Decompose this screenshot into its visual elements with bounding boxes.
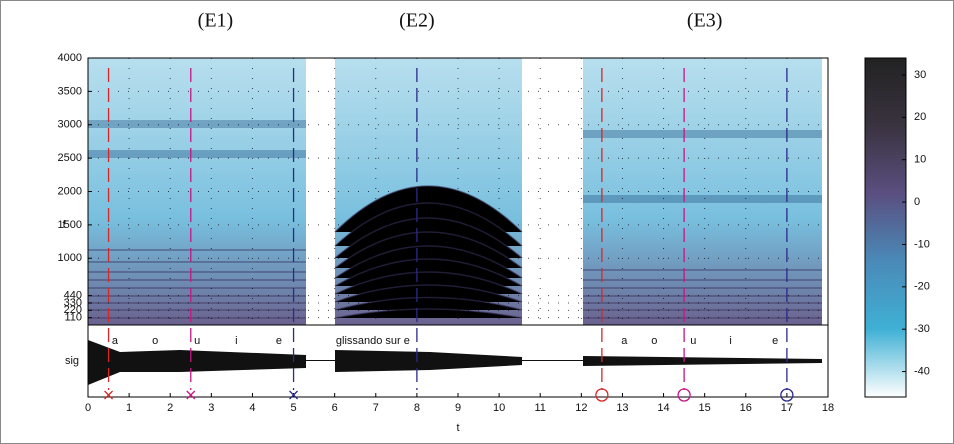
annotation: u <box>194 335 200 347</box>
x-tick-label: 13 <box>616 402 628 414</box>
colorbar <box>864 57 907 398</box>
signal-label: sig <box>65 355 79 367</box>
event-marker <box>595 388 609 402</box>
y-tick-label: 2000 <box>58 185 82 197</box>
x-tick-label: 5 <box>290 402 296 414</box>
spectrogram-texture <box>88 58 822 325</box>
x-tick-label: 18 <box>822 402 834 414</box>
x-tick-label: 11 <box>535 402 546 414</box>
signal-waveform <box>88 340 822 385</box>
y-tick-label: 440 <box>64 290 82 302</box>
colorbar-tick-label: -30 <box>914 323 930 335</box>
annotation: o <box>651 335 657 347</box>
x-tick-label: 3 <box>208 402 214 414</box>
colorbar-tick-label: 20 <box>914 111 926 123</box>
x-tick-label: 0 <box>85 402 91 414</box>
section-title: (E2) <box>399 10 435 32</box>
y-tick-label: 110 <box>64 312 82 324</box>
annotation: glissando sur e <box>336 335 410 347</box>
event-marker <box>186 390 196 400</box>
x-tick-label: 17 <box>781 402 793 414</box>
x-tick-label: 2 <box>167 402 173 414</box>
annotation: o <box>152 335 158 347</box>
colorbar-tick-label: 10 <box>914 154 926 166</box>
y-tick-label: 1500 <box>58 219 82 231</box>
x-tick-label: 15 <box>699 402 711 414</box>
y-tick-label: 2500 <box>58 152 82 164</box>
x-tick-label: 14 <box>657 402 669 414</box>
x-tick-label: 8 <box>414 402 420 414</box>
y-tick-label: 1000 <box>58 252 82 264</box>
section-title: (E3) <box>687 10 723 32</box>
event-marker <box>780 388 794 402</box>
annotation: a <box>112 335 119 347</box>
colorbar-tick-label: -40 <box>914 365 930 377</box>
y-tick-label: 330 <box>64 297 82 309</box>
annotation: i <box>235 335 237 347</box>
annotation: u <box>690 335 696 347</box>
y-axis-label: f <box>62 219 66 231</box>
x-tick-label: 6 <box>332 402 338 414</box>
annotation: e <box>772 335 778 347</box>
x-tick-label: 10 <box>493 402 505 414</box>
event-marker <box>104 390 114 400</box>
y-tick-label: 3500 <box>58 85 82 97</box>
x-tick-label: 1 <box>126 402 132 414</box>
x-tick-label: 4 <box>249 402 255 414</box>
y-tick-label: 3000 <box>58 119 82 131</box>
colorbar-tick-label: 30 <box>914 69 926 81</box>
x-tick-label: 7 <box>373 402 379 414</box>
event-marker <box>677 388 691 402</box>
y-tick-label: 220 <box>64 304 82 316</box>
x-tick-label: 9 <box>455 402 461 414</box>
annotation: i <box>729 335 731 347</box>
annotation: e <box>276 335 282 347</box>
y-tick-label: 4000 <box>58 52 82 64</box>
x-tick-label: 16 <box>740 402 752 414</box>
annotation: a <box>621 335 628 347</box>
x-axis-label: t <box>456 422 459 434</box>
colorbar-tick-label: -20 <box>914 281 930 293</box>
event-marker <box>289 390 299 400</box>
colorbar-tick-label: 0 <box>914 196 920 208</box>
section-title: (E1) <box>198 10 234 32</box>
colorbar-tick-label: -10 <box>914 238 930 250</box>
x-tick-label: 12 <box>575 402 587 414</box>
